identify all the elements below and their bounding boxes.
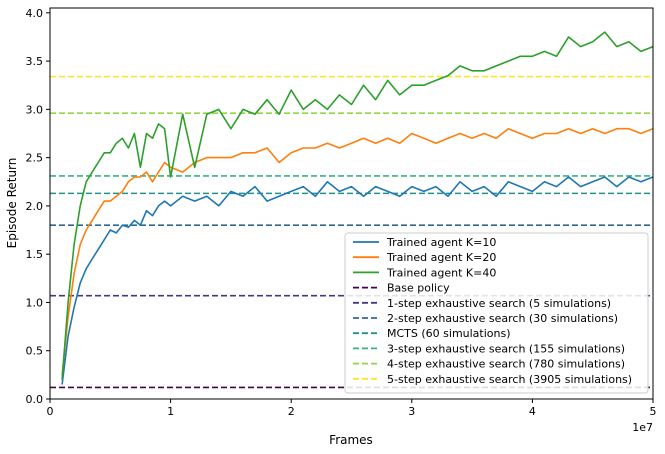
y-axis: 0.0 0.5 1.0 1.5 2.0 2.5 3.0 3.5 4.0 bbox=[26, 7, 50, 406]
series-line-0 bbox=[61, 176, 653, 385]
legend-label-9: 5-step exhaustive search (3905 simulatio… bbox=[387, 373, 632, 386]
plot-frame bbox=[49, 7, 654, 400]
x-axis-label: Frames bbox=[329, 433, 373, 447]
x-tick-label-1: 1 bbox=[167, 405, 174, 418]
legend-label-8: 4-step exhaustive search (780 simulation… bbox=[387, 358, 625, 371]
legend-label-4: 1-step exhaustive search (5 simulations) bbox=[387, 297, 611, 310]
series-line-1 bbox=[61, 127, 653, 375]
y-tick-label-8: 4.0 bbox=[26, 7, 44, 20]
legend-box bbox=[344, 232, 649, 394]
y-tick-label-3: 1.5 bbox=[26, 248, 44, 261]
y-tick-label-4: 2.0 bbox=[26, 200, 44, 213]
y-tick-label-0: 0.0 bbox=[26, 393, 44, 406]
legend-label-1: Trained agent K=20 bbox=[386, 251, 496, 264]
x-axis-multiplier: 1e7 bbox=[632, 421, 653, 434]
legend-label-7: 3-step exhaustive search (155 simulation… bbox=[387, 342, 625, 355]
x-tick-label-4: 4 bbox=[529, 405, 536, 418]
legend: Trained agent K=10 Trained agent K=20 Trai… bbox=[344, 232, 649, 394]
x-axis: 0 1 2 3 4 5 bbox=[47, 399, 657, 418]
y-tick-label-2: 1.0 bbox=[26, 296, 44, 309]
legend-label-0: Trained agent K=10 bbox=[386, 236, 496, 249]
series-line-2 bbox=[61, 31, 653, 380]
series-lines bbox=[61, 31, 653, 385]
legend-label-3: Base policy bbox=[387, 282, 450, 295]
y-axis-label: Episode Return bbox=[5, 158, 19, 249]
y-tick-label-5: 2.5 bbox=[26, 152, 44, 165]
x-tick-label-2: 2 bbox=[288, 405, 295, 418]
legend-label-5: 2-step exhaustive search (30 simulations… bbox=[387, 312, 618, 325]
legend-label-6: MCTS (60 simulations) bbox=[387, 327, 511, 340]
y-tick-label-6: 3.0 bbox=[26, 103, 44, 116]
x-tick-label-3: 3 bbox=[408, 405, 415, 418]
x-tick-label-5: 5 bbox=[650, 405, 657, 418]
x-tick-label-0: 0 bbox=[47, 405, 54, 418]
y-tick-label-7: 3.5 bbox=[26, 55, 44, 68]
y-tick-label-1: 0.5 bbox=[26, 345, 44, 358]
legend-label-2: Trained agent K=40 bbox=[386, 266, 496, 279]
